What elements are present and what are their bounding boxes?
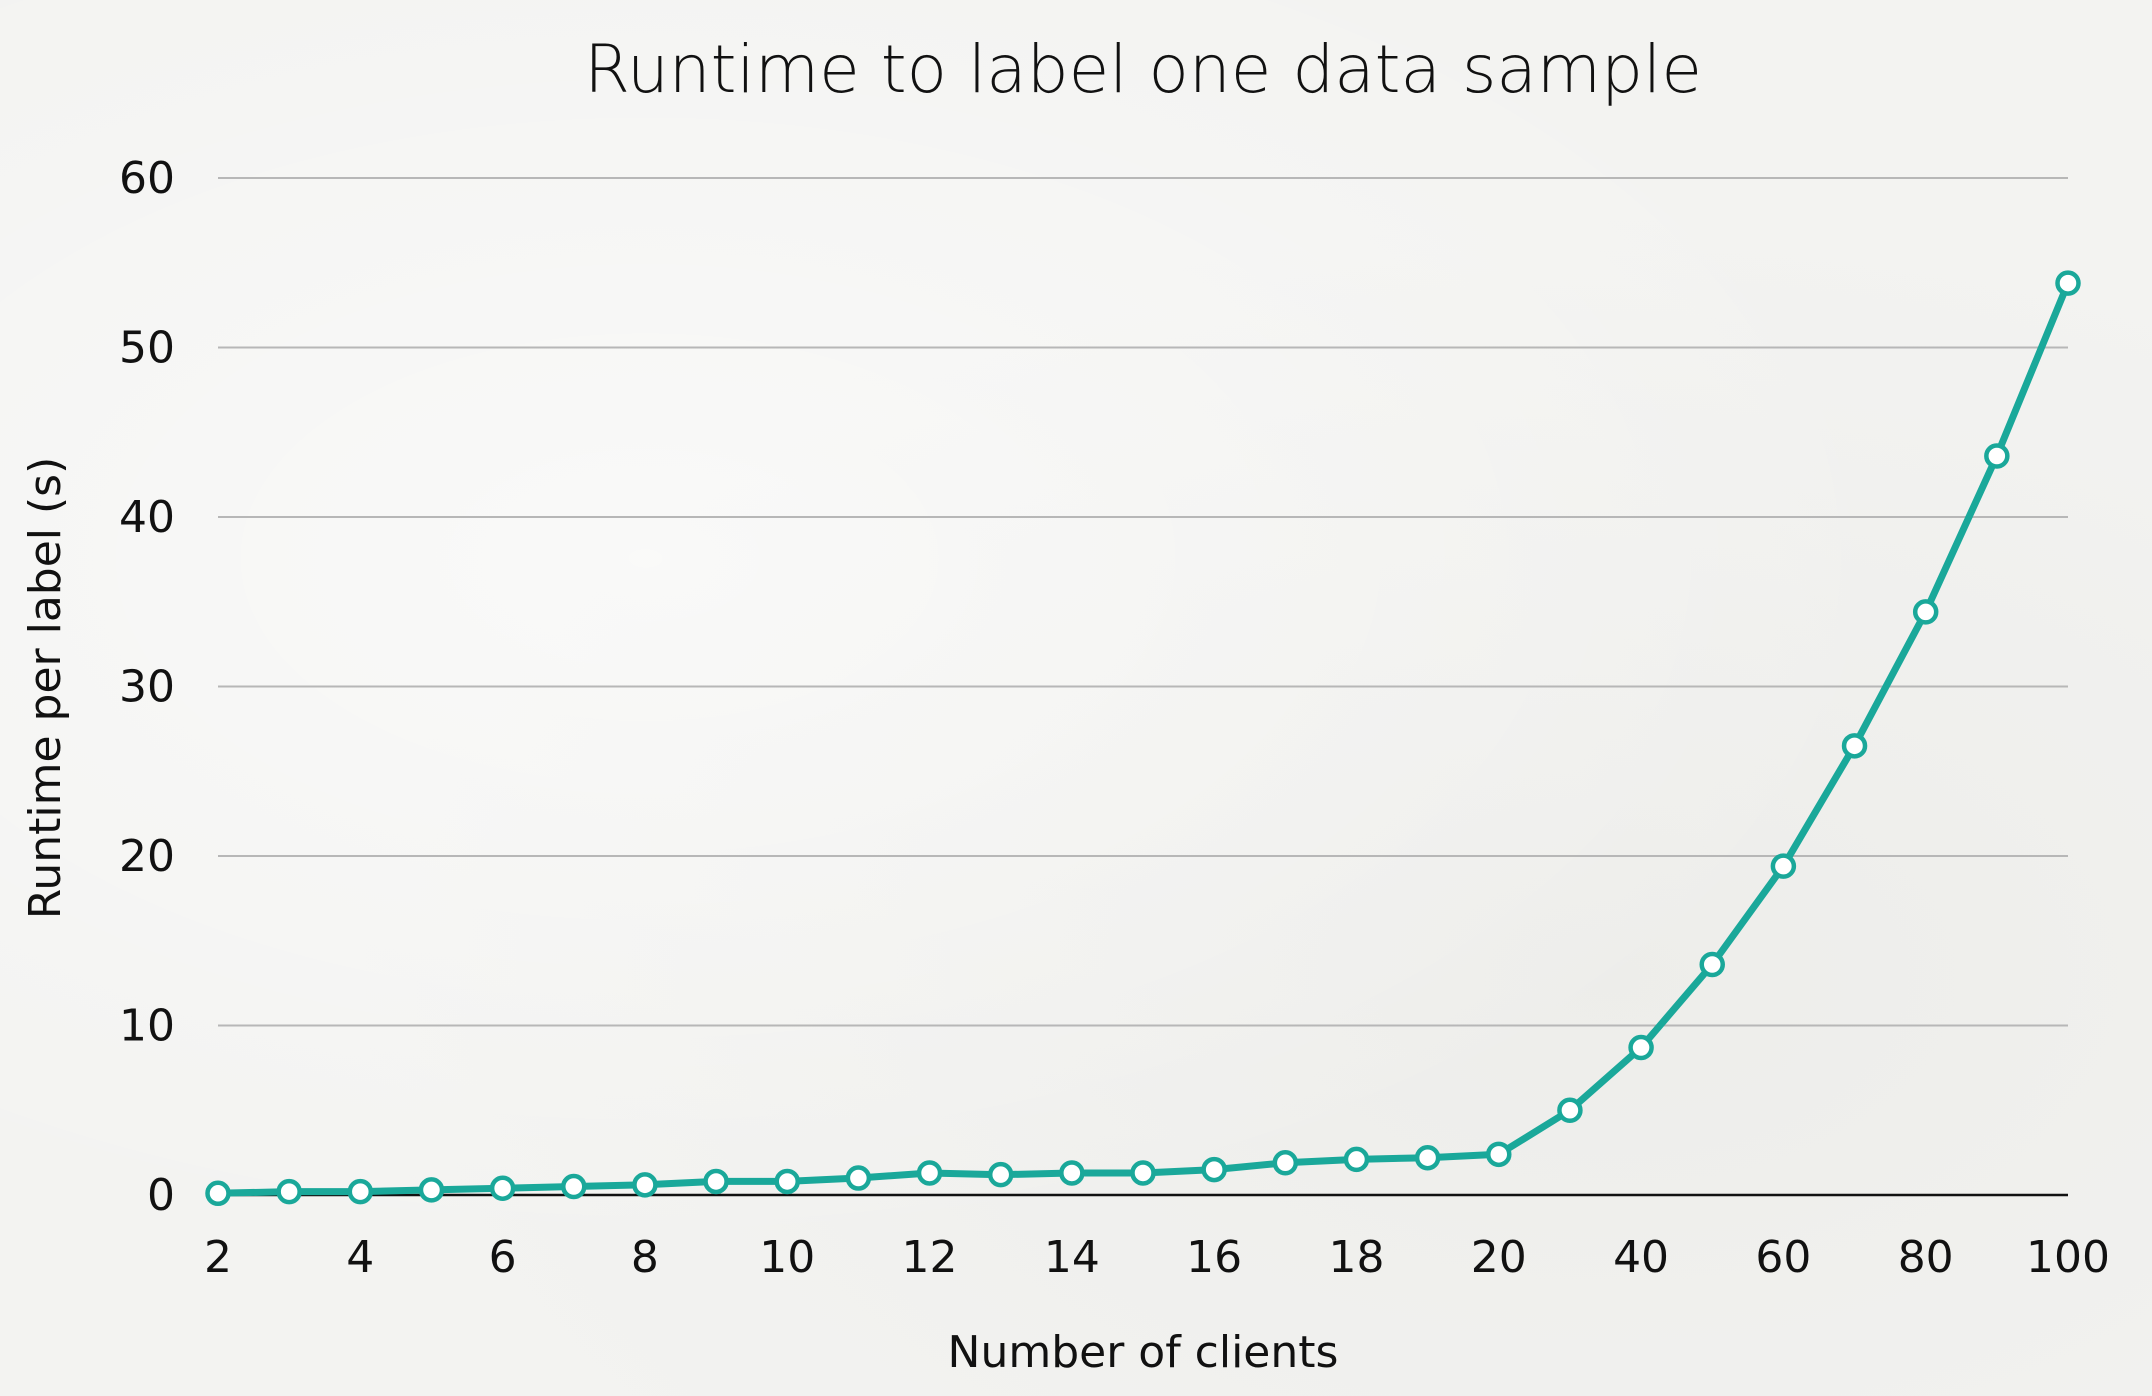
data-point: [1557, 1097, 1583, 1123]
y-tick-label: 30: [119, 662, 175, 713]
y-tick-label: 50: [119, 323, 175, 374]
x-tick-label: 2: [204, 1232, 232, 1283]
data-point: [561, 1173, 587, 1200]
y-axis-label: Runtime per label (s): [20, 457, 71, 920]
data-point: [987, 1161, 1014, 1188]
data-point: [632, 1172, 658, 1198]
data-point: [1343, 1146, 1370, 1173]
y-tick-label: 10: [119, 1001, 175, 1052]
x-axis-label: Number of clients: [948, 1327, 1339, 1378]
x-tick-label: 60: [1755, 1232, 1811, 1283]
data-point: [774, 1168, 800, 1195]
x-tick-label: 6: [489, 1232, 517, 1283]
data-point: [1130, 1160, 1156, 1186]
x-tick-label: 40: [1613, 1232, 1669, 1283]
data-point: [1201, 1156, 1227, 1183]
series-group: [205, 270, 2081, 1207]
data-point: [845, 1165, 872, 1191]
data-point: [489, 1175, 516, 1201]
x-tick-label: 4: [346, 1232, 374, 1283]
data-point: [1486, 1141, 1512, 1168]
data-point: [1912, 599, 1939, 625]
data-point: [1984, 443, 2010, 469]
x-tick-label: 16: [1186, 1232, 1242, 1283]
data-point: [703, 1168, 729, 1195]
series-line: [214, 279, 2072, 1197]
data-point: [1628, 1034, 1654, 1061]
x-tick-label: 14: [1044, 1232, 1100, 1283]
y-axis-ticks: 0 10 20 30 40 50 60: [119, 153, 175, 1221]
data-point: [2055, 270, 2081, 296]
data-point: [1770, 853, 1797, 879]
x-tick-label: 100: [2026, 1232, 2110, 1283]
chart-title: Runtime to label one data sample: [584, 31, 1702, 108]
x-tick-label: 18: [1328, 1232, 1384, 1283]
x-tick-label: 8: [631, 1232, 659, 1283]
data-point: [1059, 1160, 1085, 1186]
x-tick-label: 20: [1471, 1232, 1527, 1283]
x-tick-label: 10: [759, 1232, 815, 1283]
data-point: [1414, 1144, 1441, 1171]
data-point: [205, 1180, 231, 1207]
y-tick-label: 40: [119, 492, 175, 543]
x-axis-ticks: 2 4 6 8 10 12 14 16 18 20 40 60 80 100: [204, 1232, 2110, 1283]
data-point: [1272, 1150, 1299, 1176]
y-tick-label: 0: [147, 1170, 175, 1221]
data-point: [1699, 951, 1725, 978]
x-tick-label: 12: [902, 1232, 958, 1283]
y-tick-label: 60: [119, 153, 175, 204]
data-point: [347, 1178, 374, 1205]
data-point: [916, 1160, 943, 1186]
data-point: [418, 1177, 445, 1203]
data-point: [276, 1178, 302, 1205]
data-point: [1841, 733, 1868, 759]
y-tick-label: 20: [119, 831, 175, 882]
x-tick-label: 80: [1898, 1232, 1954, 1283]
gridlines: [218, 177, 2068, 1197]
